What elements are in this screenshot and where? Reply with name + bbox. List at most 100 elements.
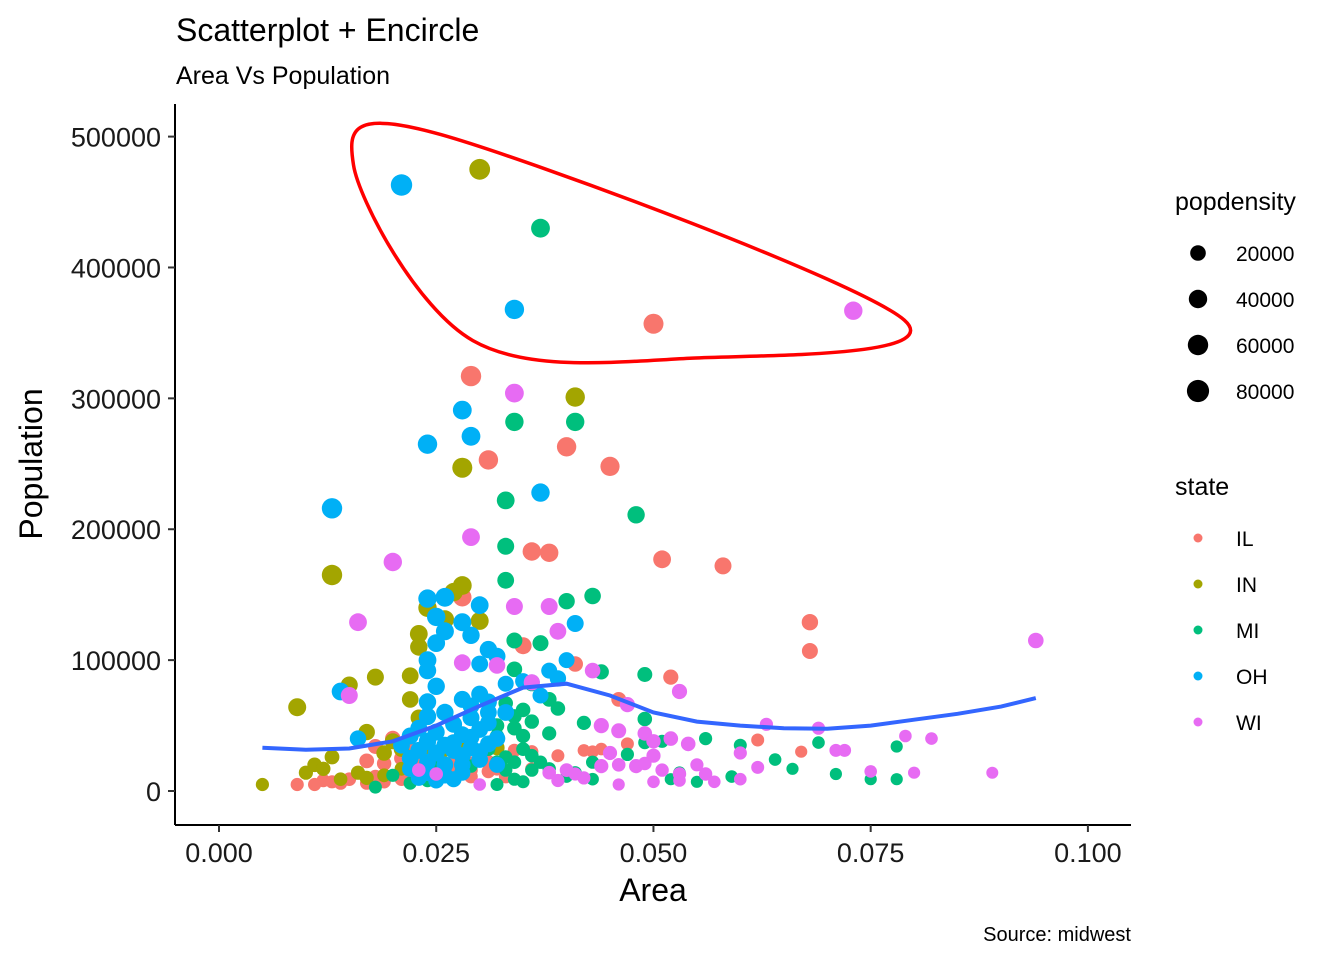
point-oh bbox=[470, 596, 489, 615]
point-in bbox=[316, 761, 331, 776]
point-oh bbox=[453, 747, 471, 765]
point-wi bbox=[734, 772, 747, 786]
point-wi bbox=[671, 683, 688, 700]
encircle-layer bbox=[350, 121, 913, 365]
point-mi bbox=[620, 747, 635, 762]
points-layer bbox=[255, 158, 1044, 794]
smooth-fit-line bbox=[262, 681, 1037, 752]
point-mi bbox=[829, 767, 843, 781]
point-oh bbox=[427, 677, 445, 695]
point-wi bbox=[864, 765, 877, 778]
point-wi bbox=[383, 552, 402, 572]
point-wi bbox=[488, 657, 506, 674]
y-tick-label: 500000 bbox=[71, 123, 161, 153]
point-mi bbox=[368, 780, 382, 794]
point-wi bbox=[646, 748, 661, 763]
point-il bbox=[308, 777, 322, 792]
point-mi bbox=[890, 773, 903, 786]
x-tick-label: 0.100 bbox=[1054, 838, 1122, 868]
point-in bbox=[324, 749, 340, 765]
size-legend-label: 40000 bbox=[1236, 289, 1294, 312]
point-oh bbox=[435, 587, 455, 607]
size-legend-key bbox=[1190, 245, 1206, 261]
point-oh bbox=[461, 426, 481, 446]
point-oh bbox=[445, 771, 462, 788]
y-tick-label: 200000 bbox=[71, 515, 161, 545]
point-oh bbox=[497, 704, 515, 721]
point-il bbox=[551, 749, 565, 763]
point-mi bbox=[566, 412, 585, 432]
point-oh bbox=[418, 661, 437, 680]
point-wi bbox=[611, 723, 627, 739]
encircle-outline bbox=[350, 121, 913, 365]
point-wi bbox=[673, 774, 686, 787]
point-wi bbox=[838, 743, 852, 757]
point-oh bbox=[462, 626, 480, 644]
point-in bbox=[288, 698, 307, 717]
chart-title: Scatterplot + Encircle bbox=[176, 12, 479, 48]
point-oh bbox=[427, 607, 446, 627]
point-il bbox=[653, 550, 671, 569]
point-mi bbox=[531, 218, 550, 238]
color-legend-label: IL bbox=[1236, 528, 1254, 551]
point-wi bbox=[925, 732, 938, 745]
point-mi bbox=[516, 775, 530, 789]
point-il bbox=[751, 733, 765, 747]
y-axis-ticks: 0 100000 200000 300000 400000 500000 bbox=[71, 123, 175, 807]
chart-caption: Source: midwest bbox=[983, 924, 1131, 946]
color-legend-key bbox=[1193, 579, 1203, 589]
point-oh bbox=[471, 655, 489, 673]
point-il bbox=[643, 313, 664, 334]
point-in bbox=[409, 625, 428, 643]
point-wi bbox=[584, 662, 601, 679]
point-il bbox=[359, 753, 375, 769]
point-mi bbox=[386, 768, 400, 782]
size-legend-label: 80000 bbox=[1236, 381, 1294, 404]
point-wi bbox=[986, 766, 999, 779]
point-oh bbox=[504, 299, 525, 320]
point-wi bbox=[568, 767, 582, 781]
point-mi bbox=[506, 632, 523, 649]
x-axis-ticks: 0.000 0.025 0.050 0.075 0.100 bbox=[185, 825, 1122, 868]
point-wi bbox=[698, 767, 713, 781]
point-oh bbox=[497, 675, 514, 692]
point-in bbox=[410, 638, 428, 656]
point-il bbox=[795, 745, 808, 758]
point-oh bbox=[531, 483, 550, 502]
point-wi bbox=[647, 775, 660, 789]
point-mi bbox=[506, 661, 523, 678]
point-wi bbox=[1028, 632, 1044, 649]
point-wi bbox=[908, 766, 921, 779]
point-oh bbox=[436, 703, 454, 722]
point-mi bbox=[690, 775, 704, 788]
point-in bbox=[401, 667, 419, 685]
color-legend-key bbox=[1193, 717, 1203, 727]
point-wi bbox=[663, 731, 679, 746]
size-legend-key bbox=[1187, 334, 1209, 356]
point-oh bbox=[427, 634, 446, 652]
point-in bbox=[401, 691, 419, 708]
point-il bbox=[600, 456, 620, 476]
point-mi bbox=[558, 593, 575, 610]
point-wi bbox=[690, 758, 704, 772]
point-wi bbox=[594, 759, 609, 774]
point-oh bbox=[532, 687, 549, 704]
point-il bbox=[577, 744, 591, 757]
point-in bbox=[359, 770, 374, 786]
point-wi bbox=[505, 383, 524, 403]
point-wi bbox=[551, 773, 565, 788]
size-legend: 20000 40000 60000 80000 bbox=[1186, 243, 1294, 404]
point-wi bbox=[593, 718, 609, 734]
color-legend-key bbox=[1193, 625, 1203, 635]
point-wi bbox=[899, 729, 912, 743]
point-in bbox=[255, 777, 269, 792]
color-legend-label: IN bbox=[1236, 574, 1257, 597]
point-mi bbox=[768, 753, 782, 766]
chart-subtitle: Area Vs Population bbox=[176, 62, 390, 90]
point-mi bbox=[699, 732, 713, 746]
color-legend: IL IN MI OH WI bbox=[1193, 528, 1268, 735]
point-mi bbox=[812, 736, 825, 749]
point-wi bbox=[655, 763, 669, 777]
point-oh bbox=[462, 728, 480, 746]
